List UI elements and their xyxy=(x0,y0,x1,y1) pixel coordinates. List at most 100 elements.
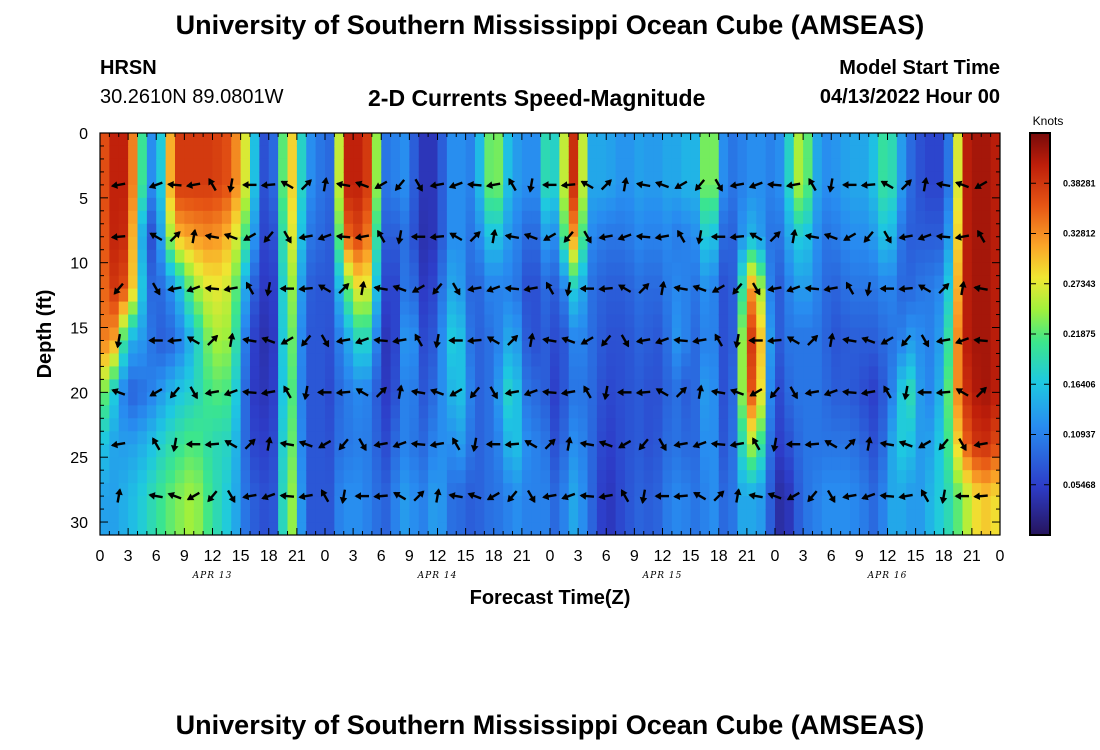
heatmap-cell xyxy=(821,210,832,225)
heatmap-cell xyxy=(334,275,345,290)
heatmap-cell xyxy=(268,392,279,406)
heatmap-cell xyxy=(531,379,542,393)
heatmap-cell xyxy=(212,249,223,264)
heatmap-cell xyxy=(625,184,635,199)
heatmap-cell xyxy=(306,314,317,329)
heatmap-cell xyxy=(475,444,485,458)
heatmap-cell xyxy=(540,496,551,510)
vector-head xyxy=(204,284,212,293)
current-vector xyxy=(583,230,592,244)
vector-head xyxy=(635,180,643,189)
heatmap-cell xyxy=(306,171,317,186)
heatmap-cell xyxy=(193,483,204,497)
current-vector xyxy=(621,176,630,192)
heatmap-cell xyxy=(371,210,382,225)
heatmap-cell xyxy=(156,483,167,497)
heatmap-cell xyxy=(409,509,420,523)
heatmap-cell xyxy=(643,314,654,329)
heatmap-cell xyxy=(784,327,795,342)
heatmap-cell xyxy=(578,301,589,316)
heatmap-cell xyxy=(850,509,860,523)
heatmap-cell xyxy=(343,314,354,329)
x-tick-label: 6 xyxy=(827,548,836,565)
heatmap-cell xyxy=(662,483,673,497)
heatmap-cell xyxy=(587,509,598,523)
heatmap-cell xyxy=(568,301,579,316)
heatmap-cell xyxy=(381,223,392,238)
heatmap-cell xyxy=(296,133,307,147)
vector-head xyxy=(432,287,440,295)
heatmap-cell xyxy=(146,197,157,212)
heatmap-cell xyxy=(615,509,626,523)
heatmap-cell xyxy=(643,392,654,406)
vector-head xyxy=(561,336,569,344)
vector-head xyxy=(245,281,253,290)
heatmap-cell xyxy=(165,366,176,380)
heatmap-cell xyxy=(718,522,729,535)
heatmap-cell xyxy=(296,470,307,484)
heatmap-cell xyxy=(906,210,917,225)
heatmap-cell xyxy=(906,184,917,199)
heatmap-cell xyxy=(446,405,457,419)
vector-head xyxy=(393,492,401,499)
heatmap-cell xyxy=(128,327,139,342)
heatmap-cell xyxy=(803,314,814,329)
heatmap-cell xyxy=(896,392,907,406)
heatmap-cell xyxy=(709,314,720,329)
vector-head xyxy=(767,492,775,500)
heatmap-cell xyxy=(512,327,523,342)
heatmap-cell xyxy=(193,249,204,264)
heatmap-cell xyxy=(821,418,832,432)
heatmap-cell xyxy=(568,522,579,535)
vector-head xyxy=(491,391,498,400)
heatmap-cell xyxy=(962,158,973,173)
heatmap-cell xyxy=(784,392,795,406)
heatmap-cell xyxy=(850,353,860,368)
heatmap-cell xyxy=(971,236,982,251)
heatmap-cell xyxy=(643,249,654,264)
heatmap-cell xyxy=(859,197,870,212)
heatmap-cell xyxy=(746,522,757,535)
heatmap-cell xyxy=(550,288,560,303)
heatmap-cell xyxy=(362,353,373,368)
vector-head xyxy=(692,441,700,449)
heatmap-cell xyxy=(146,184,157,199)
heatmap-cell xyxy=(793,392,804,406)
heatmap-cell xyxy=(671,197,682,212)
heatmap-cell xyxy=(493,353,504,368)
vector-head xyxy=(602,393,610,401)
heatmap-cell xyxy=(587,483,598,497)
vector-head xyxy=(485,440,493,449)
heatmap-cell xyxy=(765,431,776,445)
current-vector xyxy=(807,334,819,346)
heatmap-cell xyxy=(512,392,523,406)
heatmap-cell xyxy=(465,133,476,147)
heatmap-cell xyxy=(146,418,157,432)
heatmap-cell xyxy=(587,236,598,251)
vector-head xyxy=(149,232,157,240)
heatmap-cell xyxy=(475,327,485,342)
heatmap-cell xyxy=(653,496,664,510)
heatmap-cell xyxy=(981,483,992,497)
heatmap-cell xyxy=(156,210,167,225)
heatmap-cell xyxy=(896,158,907,173)
heatmap-cell xyxy=(681,314,692,329)
current-vector xyxy=(675,386,687,398)
heatmap-cell xyxy=(231,353,242,368)
heatmap-cell xyxy=(456,431,467,445)
vector-head xyxy=(749,232,757,240)
heatmap-cell xyxy=(971,379,982,393)
heatmap-cell xyxy=(484,457,495,471)
heatmap-cell xyxy=(625,496,635,510)
heatmap-cell xyxy=(165,327,176,342)
heatmap-cell xyxy=(362,327,373,342)
current-vector xyxy=(186,491,200,501)
heatmap-cell xyxy=(615,249,626,264)
heatmap-cell xyxy=(662,379,673,393)
vector-head xyxy=(659,280,667,288)
heatmap-cell xyxy=(250,353,260,368)
vector-head xyxy=(922,339,930,348)
heatmap-cell xyxy=(128,223,139,238)
heatmap-cell xyxy=(906,509,917,523)
heatmap-cell xyxy=(465,340,476,355)
